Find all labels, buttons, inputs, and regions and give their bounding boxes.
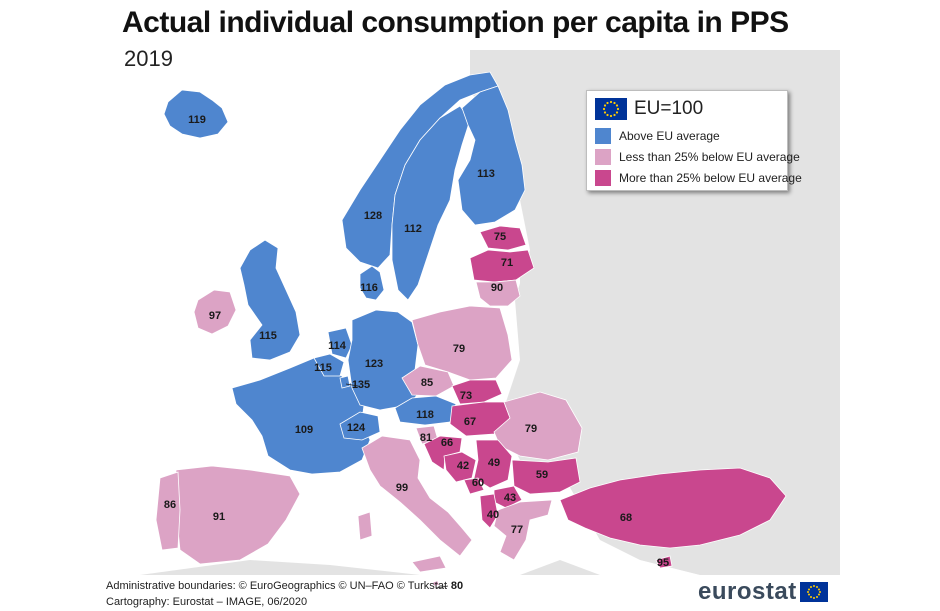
country-slovakia[interactable] bbox=[451, 379, 503, 405]
value-ireland: 97 bbox=[209, 310, 221, 322]
country-italy-sardinia[interactable] bbox=[357, 511, 373, 541]
country-romania[interactable] bbox=[493, 391, 583, 461]
land-belarus-ukraine bbox=[520, 260, 680, 420]
value-netherlands: 114 bbox=[328, 340, 347, 352]
value-serbia: 49 bbox=[488, 457, 500, 469]
value-austria: 118 bbox=[416, 409, 434, 421]
country-bulgaria[interactable] bbox=[511, 457, 581, 495]
value-slovenia: 81 bbox=[420, 432, 432, 444]
value-malta: 80 bbox=[451, 580, 463, 592]
footer-boundaries: Administrative boundaries: © EuroGeograp… bbox=[106, 580, 448, 592]
value-sweden: 112 bbox=[404, 223, 422, 235]
country-turkey[interactable] bbox=[559, 467, 787, 549]
country-switzerland[interactable] bbox=[339, 411, 381, 441]
legend: EU=100 Above EU average Less than 25% be… bbox=[586, 90, 802, 191]
footer-cartography: Cartography: Eurostat – IMAGE, 06/2020 bbox=[106, 596, 308, 608]
country-iceland[interactable] bbox=[163, 89, 229, 139]
value-czechia: 85 bbox=[421, 377, 433, 389]
value-france: 109 bbox=[295, 424, 313, 436]
value-iceland: 119 bbox=[188, 114, 206, 126]
country-france[interactable] bbox=[231, 357, 371, 475]
value-denmark: 116 bbox=[360, 282, 378, 294]
country-portugal[interactable] bbox=[155, 471, 181, 551]
country-germany[interactable] bbox=[347, 309, 421, 411]
value-hungary: 67 bbox=[464, 416, 476, 428]
leader-luxembourg bbox=[345, 383, 359, 387]
country-ireland[interactable] bbox=[193, 289, 237, 335]
country-italy-sicily[interactable] bbox=[411, 555, 447, 573]
country-malta[interactable] bbox=[432, 580, 440, 587]
map-title: Actual individual consumption per capita… bbox=[122, 6, 789, 39]
value-cyprus: 95 bbox=[657, 557, 669, 569]
country-sweden[interactable] bbox=[391, 105, 471, 301]
legend-label: Less than 25% below EU average bbox=[619, 149, 800, 164]
legend-swatch bbox=[595, 148, 611, 165]
legend-swatch bbox=[595, 169, 611, 186]
legend-reference: EU=100 bbox=[634, 98, 704, 119]
logo-eu-flag-icon bbox=[799, 582, 828, 602]
value-montenegro: 60 bbox=[472, 477, 484, 489]
country-luxembourg[interactable] bbox=[339, 375, 351, 389]
leader-malta bbox=[435, 585, 449, 589]
value-romania: 79 bbox=[525, 423, 537, 435]
value-uk: 115 bbox=[259, 330, 277, 342]
legend-item-more-below: More than 25% below EU average bbox=[595, 167, 802, 188]
country-italy[interactable] bbox=[361, 435, 473, 557]
value-poland: 79 bbox=[453, 343, 465, 355]
country-lithuania[interactable] bbox=[475, 279, 521, 307]
country-finland[interactable] bbox=[457, 85, 526, 226]
legend-item-above: Above EU average bbox=[595, 125, 779, 146]
value-germany: 123 bbox=[365, 358, 383, 370]
legend-label: More than 25% below EU average bbox=[619, 170, 802, 185]
country-norway[interactable] bbox=[341, 71, 499, 269]
value-latvia: 71 bbox=[501, 257, 513, 269]
land-africa bbox=[140, 560, 600, 575]
country-latvia[interactable] bbox=[469, 249, 535, 283]
value-norway: 128 bbox=[364, 210, 382, 222]
eu-flag-icon bbox=[595, 98, 627, 120]
country-netherlands[interactable] bbox=[327, 327, 353, 359]
value-croatia: 66 bbox=[441, 437, 453, 449]
value-estonia: 75 bbox=[494, 231, 506, 243]
country-bosnia[interactable] bbox=[443, 451, 477, 483]
value-turkey: 68 bbox=[620, 512, 632, 524]
country-greece[interactable] bbox=[493, 499, 553, 561]
value-bosnia: 42 bbox=[457, 460, 469, 472]
country-serbia[interactable] bbox=[473, 439, 513, 489]
country-belgium[interactable] bbox=[313, 353, 345, 377]
country-poland[interactable] bbox=[411, 305, 513, 381]
country-montenegro[interactable] bbox=[463, 477, 485, 495]
value-finland: 113 bbox=[477, 168, 495, 180]
value-portugal: 86 bbox=[164, 499, 176, 511]
country-estonia[interactable] bbox=[479, 225, 527, 251]
value-slovakia: 73 bbox=[460, 390, 472, 402]
legend-item-less-below: Less than 25% below EU average bbox=[595, 146, 800, 167]
value-greece: 77 bbox=[511, 524, 523, 536]
legend-label: Above EU average bbox=[619, 128, 720, 143]
country-uk[interactable] bbox=[239, 239, 301, 361]
country-spain[interactable] bbox=[175, 465, 301, 565]
value-switzerland: 124 bbox=[347, 422, 366, 434]
country-albania[interactable] bbox=[479, 493, 499, 529]
value-albania: 40 bbox=[487, 509, 499, 521]
legend-swatch bbox=[595, 127, 611, 144]
country-denmark[interactable] bbox=[359, 265, 385, 301]
value-lithuania: 90 bbox=[491, 282, 503, 294]
value-belgium: 115 bbox=[314, 362, 332, 374]
country-cyprus[interactable] bbox=[655, 555, 673, 569]
value-spain: 91 bbox=[213, 511, 225, 523]
legend-header: EU=100 bbox=[595, 97, 779, 121]
logo-text: eurostat bbox=[698, 578, 797, 605]
value-luxembourg: 135 bbox=[352, 379, 370, 391]
eurostat-logo: eurostat bbox=[698, 578, 828, 606]
value-bulgaria: 59 bbox=[536, 469, 548, 481]
value-italy: 99 bbox=[396, 482, 408, 494]
map-subtitle: 2019 bbox=[124, 46, 173, 71]
value-north-macedonia: 43 bbox=[504, 492, 516, 504]
